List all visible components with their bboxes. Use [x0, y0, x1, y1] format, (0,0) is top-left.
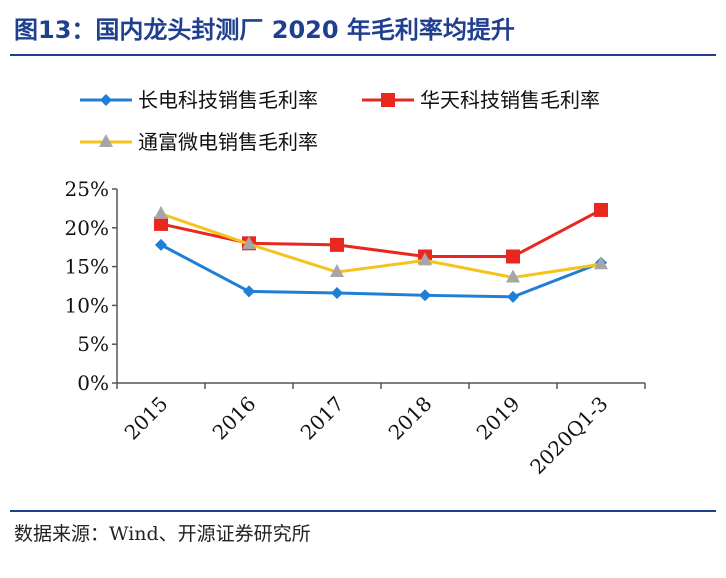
triangle-marker: [154, 205, 168, 219]
diamond-marker: [331, 286, 343, 299]
square-marker: [506, 249, 520, 264]
triangle-marker: [594, 256, 608, 270]
y-tick-label: 5%: [77, 332, 109, 356]
y-tick-label: 15%: [65, 255, 109, 279]
diamond-marker: [100, 94, 112, 106]
legend-label: 长电科技销售毛利率: [138, 88, 318, 112]
legend-label: 华天科技销售毛利率: [420, 88, 600, 112]
x-tick-label: 2017: [296, 392, 349, 445]
x-tick-label: 2020Q1-3: [525, 392, 612, 479]
diamond-marker: [155, 238, 167, 251]
x-tick-label: 2019: [472, 392, 525, 445]
series-line: [160, 243, 602, 299]
y-tick-label: 0%: [77, 371, 109, 395]
legend-item: 长电科技销售毛利率: [80, 88, 318, 112]
diamond-marker: [243, 285, 255, 298]
legend-item: 通富微电销售毛利率: [80, 130, 318, 154]
page-title: 图13：国内龙头封测厂 2020 年毛利率均提升: [14, 16, 515, 44]
source-divider: [10, 510, 716, 512]
y-tick-label: 10%: [65, 293, 109, 317]
legend-item: 华天科技销售毛利率: [362, 88, 600, 112]
series-line: [160, 208, 602, 259]
square-marker: [594, 202, 608, 217]
series-2: [154, 202, 608, 264]
chart-series: [154, 202, 608, 303]
square-marker: [154, 216, 168, 231]
title-divider: [10, 54, 716, 56]
x-tick-label: 2015: [120, 392, 173, 445]
triangle-marker: [99, 134, 113, 147]
source-note: 数据来源：Wind、开源证券研究所: [14, 523, 311, 545]
series-3: [154, 205, 608, 283]
series-1: [155, 238, 607, 303]
chart-axes: 0% 5% 10% 15% 20% 25% 2015 2016 2017 2018 2019 2020…: [65, 177, 646, 479]
triangle-marker: [506, 269, 520, 283]
y-tick-label: 20%: [65, 216, 109, 240]
square-marker: [330, 237, 344, 252]
diamond-marker: [419, 289, 431, 302]
triangle-marker: [330, 264, 344, 278]
y-tick-label: 25%: [65, 177, 109, 201]
square-marker: [381, 93, 395, 107]
legend-label: 通富微电销售毛利率: [138, 130, 318, 154]
series-line: [160, 212, 602, 279]
diamond-marker: [507, 290, 519, 303]
x-tick-label: 2016: [208, 392, 261, 445]
x-tick-label: 2018: [384, 392, 437, 445]
triangle-marker: [418, 252, 432, 266]
triangle-marker: [242, 236, 256, 250]
